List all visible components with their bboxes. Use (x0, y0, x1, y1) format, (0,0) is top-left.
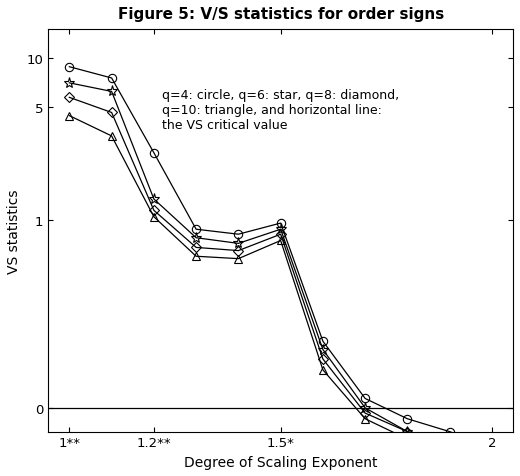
Y-axis label: VS statistics: VS statistics (7, 188, 21, 273)
X-axis label: Degree of Scaling Exponent: Degree of Scaling Exponent (184, 455, 378, 469)
Text: q=4: circle, q=6: star, q=8: diamond,
q=10: triangle, and horizontal line:
the V: q=4: circle, q=6: star, q=8: diamond, q=… (162, 89, 399, 132)
Title: Figure 5: V/S statistics for order signs: Figure 5: V/S statistics for order signs (118, 7, 444, 22)
